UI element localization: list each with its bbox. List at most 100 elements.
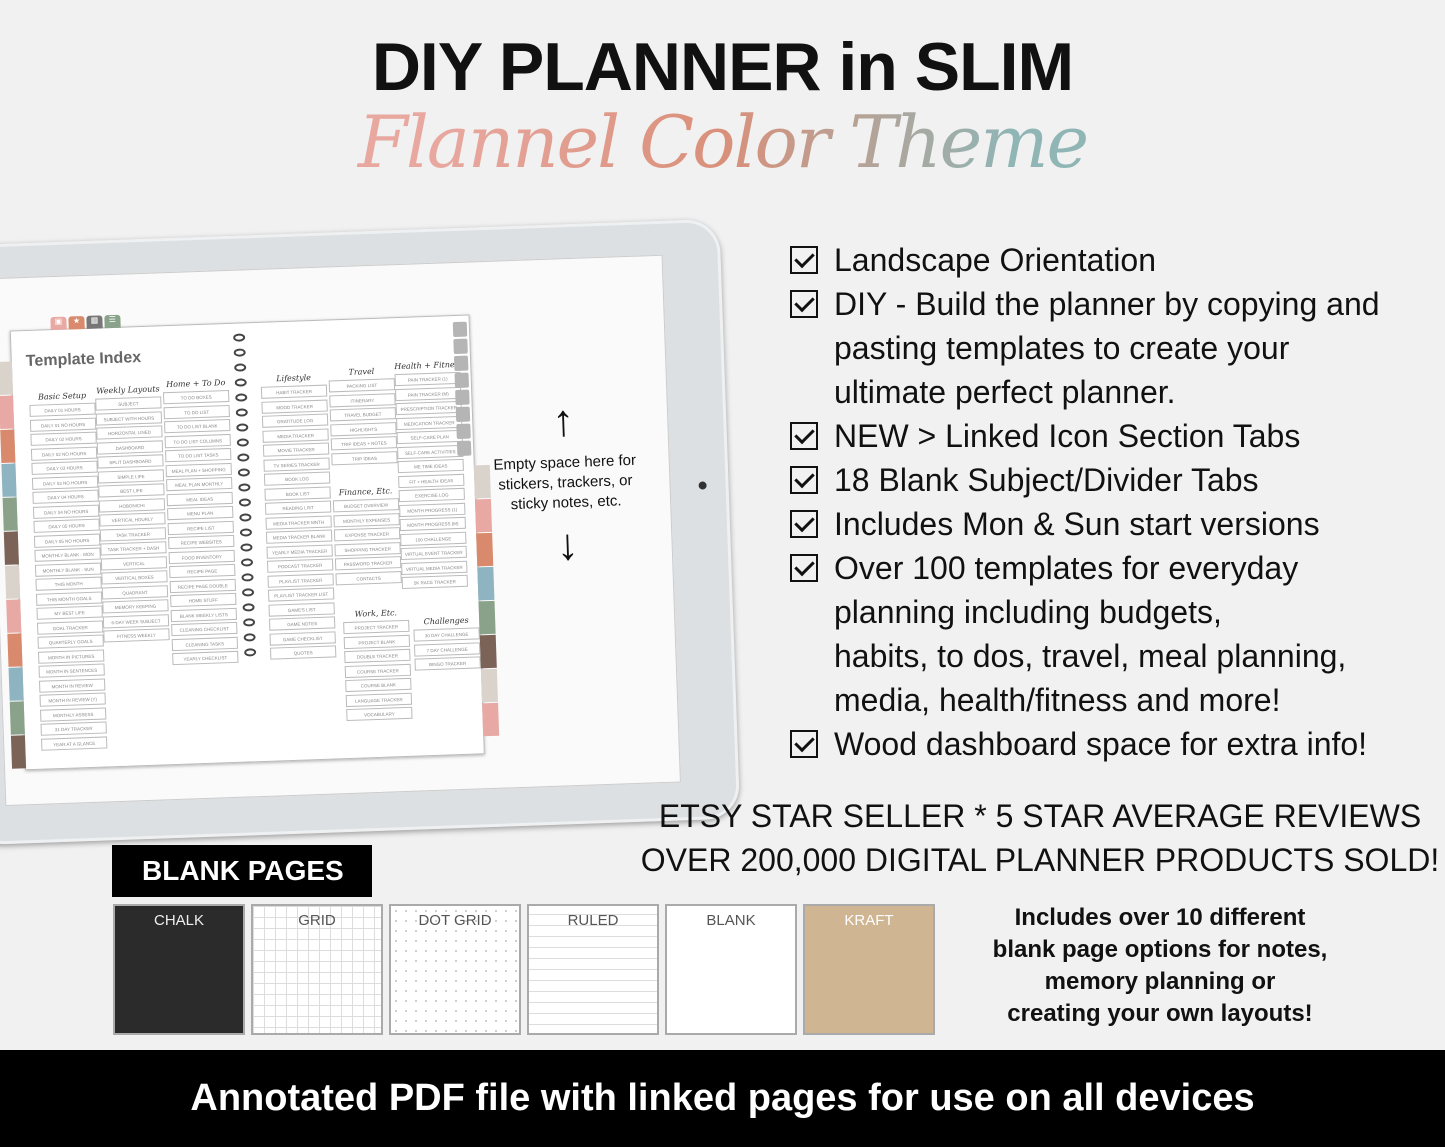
template-link[interactable]: 6-DAY WEEK SUBJECT xyxy=(102,613,170,628)
template-link[interactable]: DOUBLE TRACKER xyxy=(344,648,411,664)
template-link[interactable]: TO DO LIST xyxy=(163,404,230,419)
template-link[interactable]: MONTHLY BLANK - MON xyxy=(34,547,101,562)
template-link[interactable]: QUARTERLY GOALS xyxy=(37,634,104,649)
template-link[interactable]: TO DO LIST TASKS xyxy=(165,447,232,463)
template-link[interactable]: DAILY 02 NO HOURS xyxy=(30,446,98,461)
template-link[interactable]: DAILY 01 NO HOURS xyxy=(29,417,97,432)
dashboard-icon[interactable] xyxy=(453,338,468,355)
template-link[interactable]: HORIZONTAL LINED xyxy=(96,425,163,440)
template-link[interactable]: SUBJECT xyxy=(95,396,162,411)
template-link[interactable]: GAME NOTES xyxy=(268,616,336,631)
section-tab[interactable] xyxy=(0,361,13,395)
template-link[interactable]: DASHBOARD xyxy=(96,439,164,455)
template-link[interactable]: PAIN TRACKER (M) xyxy=(395,386,462,401)
template-link[interactable]: MONTHLY EXPENSES xyxy=(333,512,400,527)
template-link[interactable]: TASK TRACKER + DASH xyxy=(100,541,167,556)
template-link[interactable]: FITNESS WEEKLY xyxy=(103,628,170,643)
dashboard-icon[interactable] xyxy=(456,440,472,457)
template-link[interactable]: MONTHLY BLANK - SUN xyxy=(34,562,102,577)
template-link[interactable]: GOAL TRACKER xyxy=(36,620,104,635)
dashboard-icon[interactable] xyxy=(455,389,470,406)
template-link[interactable]: RECIPE WEBSITES xyxy=(168,534,235,550)
template-link[interactable]: VIRTUAL EVENT TRACKER xyxy=(400,545,467,561)
template-link[interactable]: MOVIE TRACKER xyxy=(262,442,330,457)
template-link[interactable]: HIGHLIGHTS xyxy=(330,421,397,436)
template-link[interactable]: PROJECT BLANK xyxy=(343,634,411,649)
dashboard-icon[interactable] xyxy=(452,321,468,338)
template-link[interactable]: MEDIA TRACKER BLANK xyxy=(265,529,333,544)
template-link[interactable]: THIS MONTH GOALS xyxy=(35,591,103,606)
section-tab[interactable] xyxy=(9,701,25,735)
template-link[interactable]: DAILY 02 HOURS xyxy=(30,431,97,446)
template-link[interactable]: MONTH IN REVIEW xyxy=(38,677,106,693)
template-link[interactable]: GAME CHECKLIST xyxy=(269,630,336,646)
template-link[interactable]: DAILY 03 HOURS xyxy=(31,460,98,475)
template-link[interactable]: VERTICAL BOXES xyxy=(101,570,168,585)
template-link[interactable]: MEAL PLAN MONTHLY xyxy=(166,476,233,492)
template-link[interactable]: MEDICATION TRACKER xyxy=(396,415,463,430)
template-link[interactable]: LANGUAGE TRACKER xyxy=(345,692,413,707)
template-link[interactable]: BOOK LOG xyxy=(263,471,331,486)
template-link[interactable]: READING LIST xyxy=(264,500,332,515)
template-link[interactable]: VERTICAL xyxy=(100,555,168,571)
section-tab[interactable] xyxy=(8,667,24,701)
template-link[interactable]: DAILY 04 NO HOURS xyxy=(32,504,100,519)
calendar-icon[interactable]: ▣ xyxy=(50,316,67,331)
dashboard-icon[interactable] xyxy=(454,372,470,389)
template-link[interactable]: 31 DAY TRACKER xyxy=(40,721,107,736)
template-link[interactable]: YEAR AT A GLANCE xyxy=(41,735,108,751)
template-link[interactable]: GAME'S LIST xyxy=(268,601,335,617)
template-link[interactable]: BINGO TRACKER xyxy=(414,656,481,671)
template-link[interactable]: TO DO LIST BLANK xyxy=(164,418,231,434)
template-link[interactable]: DAILY 04 HOURS xyxy=(32,489,99,504)
star-icon[interactable]: ★ xyxy=(68,315,85,330)
template-link[interactable]: SELF-CARE ACTIVITIES xyxy=(397,444,464,459)
template-link[interactable]: BEST LIFE xyxy=(98,483,165,498)
template-link[interactable]: PROJECT TRACKER xyxy=(343,619,410,635)
template-link[interactable]: TO DO BOXES xyxy=(163,389,230,405)
template-link[interactable]: PRESCRIPTION TRACKER xyxy=(395,400,462,416)
template-link[interactable]: HOME STUFF xyxy=(170,592,237,608)
template-link[interactable]: GRATITUDE LOG xyxy=(261,413,329,428)
dashboard-icon[interactable] xyxy=(455,406,471,423)
template-link[interactable]: DAILY 01 HOURS xyxy=(29,402,96,417)
template-link[interactable]: PODCAST TRACKER xyxy=(266,558,334,573)
template-link[interactable]: COURSE BLANK xyxy=(345,677,412,693)
template-link[interactable]: EXPENSE TRACKER xyxy=(333,527,401,542)
section-tab[interactable] xyxy=(480,668,499,703)
template-link[interactable]: SUBJECT WITH HOURS xyxy=(95,410,163,426)
section-tab[interactable] xyxy=(0,395,15,429)
template-link[interactable]: EXERCISE LOG xyxy=(398,487,465,503)
template-link[interactable]: SIMPLE LIFE xyxy=(97,468,165,484)
template-link[interactable]: CLEANING TASKS xyxy=(171,636,238,651)
template-link[interactable]: MEDIA TRACKER MNTH xyxy=(265,514,332,530)
template-link[interactable]: HABIT TRACKER xyxy=(260,384,328,399)
template-link[interactable]: CLEANING CHECKLIST xyxy=(171,621,238,637)
template-link[interactable]: SHOPPING TRACKER xyxy=(334,541,401,556)
template-link[interactable]: SELF-CARE PLAN xyxy=(396,429,463,445)
template-link[interactable]: PAIN TRACKER (1) xyxy=(394,371,461,387)
template-link[interactable]: RECIPE PAGE DOUBLE xyxy=(169,578,236,593)
section-tab[interactable] xyxy=(2,497,18,531)
template-link[interactable]: DAILY 05 HOURS xyxy=(33,518,100,533)
template-link[interactable]: TRAVEL BUDGET xyxy=(329,407,397,422)
template-link[interactable]: 7 DAY CHALLENGE xyxy=(413,641,481,657)
template-link[interactable]: MENU PLAN xyxy=(167,505,234,521)
template-link[interactable]: TRIP IDEAS + NOTES xyxy=(330,436,398,451)
template-link[interactable]: TO DO LIST COLUMNS xyxy=(164,433,231,448)
template-link[interactable]: QUOTES xyxy=(269,645,337,660)
template-link[interactable]: MONTH PROGRESS (M) xyxy=(399,516,466,532)
list-icon[interactable]: ☰ xyxy=(104,314,121,329)
template-link[interactable]: 30 DAY CHALLENGE xyxy=(413,627,480,642)
section-tab[interactable] xyxy=(6,599,22,633)
template-link[interactable]: TASK TRACKER xyxy=(99,526,167,542)
template-link[interactable]: MONTH PROGRESS (1) xyxy=(399,502,466,517)
section-tab[interactable] xyxy=(1,463,17,497)
template-link[interactable]: MEDIA TRACKER xyxy=(262,428,329,443)
template-link[interactable]: BOOK LIST xyxy=(264,485,331,501)
template-link[interactable]: MEAL IDEAS xyxy=(166,491,233,506)
section-tab[interactable] xyxy=(482,702,500,737)
template-link[interactable]: VOCABULARY xyxy=(346,706,413,722)
template-link[interactable]: ITINERARY xyxy=(329,392,396,407)
template-link[interactable]: ME TIME IDEAS xyxy=(397,458,464,474)
